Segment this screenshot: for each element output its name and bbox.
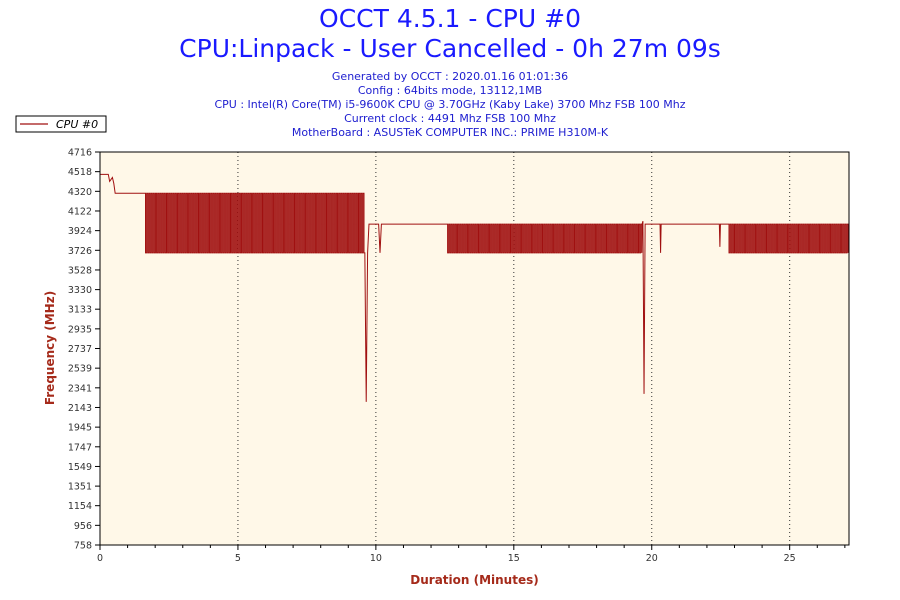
y-tick-label: 1945	[68, 423, 92, 434]
y-tick-label: 2935	[68, 324, 92, 335]
chart-subtitle: CPU:Linpack - User Cancelled - 0h 27m 09…	[179, 34, 721, 63]
y-tick-label: 3924	[68, 226, 92, 237]
y-tick-label: 3133	[68, 305, 92, 316]
y-tick-label: 4122	[68, 206, 92, 217]
y-tick-label: 4518	[68, 167, 92, 178]
info-current-clock: Current clock : 4491 Mhz FSB 100 Mhz	[344, 112, 556, 125]
x-tick-label: 5	[235, 553, 241, 564]
y-axis-label: Frequency (MHz)	[43, 291, 57, 405]
y-tick-label: 2341	[68, 383, 92, 394]
y-tick-label: 2737	[68, 344, 92, 355]
x-tick-label: 10	[370, 553, 382, 564]
info-config: Config : 64bits mode, 13112,1MB	[357, 84, 543, 97]
x-axis-label: Duration (Minutes)	[410, 573, 538, 587]
x-tick-label: 15	[508, 553, 520, 564]
y-tick-label: 2143	[68, 403, 92, 414]
y-tick-label: 1549	[68, 462, 92, 473]
y-tick-label: 956	[74, 521, 92, 532]
y-tick-label: 3330	[68, 285, 92, 296]
y-tick-label: 2539	[68, 364, 92, 375]
y-tick-label: 758	[74, 541, 92, 552]
y-tick-label: 3726	[68, 246, 92, 257]
info-motherboard: MotherBoard : ASUSTeK COMPUTER INC.: PRI…	[291, 126, 609, 139]
info-generated: Generated by OCCT : 2020.01.16 01:01:36	[331, 70, 569, 83]
y-tick-label: 1154	[68, 501, 92, 512]
y-tick-label: 1747	[68, 442, 92, 453]
y-tick-label: 3528	[68, 265, 92, 276]
series-line-cpu0	[100, 173, 849, 402]
x-tick-label: 20	[646, 553, 658, 564]
info-cpu: CPU : Intel(R) Core(TM) i5-9600K CPU @ 3…	[214, 98, 686, 111]
chart-title: OCCT 4.5.1 - CPU #0	[319, 4, 581, 33]
legend-label: CPU #0	[56, 118, 98, 131]
y-tick-label: 4320	[68, 187, 92, 198]
x-tick-label: 25	[784, 553, 796, 564]
legend: CPU #0	[15, 115, 107, 133]
y-tick-label: 4716	[68, 148, 92, 159]
legend-box	[15, 115, 107, 133]
y-tick-label: 1351	[68, 482, 92, 493]
x-tick-label: 0	[97, 553, 103, 564]
